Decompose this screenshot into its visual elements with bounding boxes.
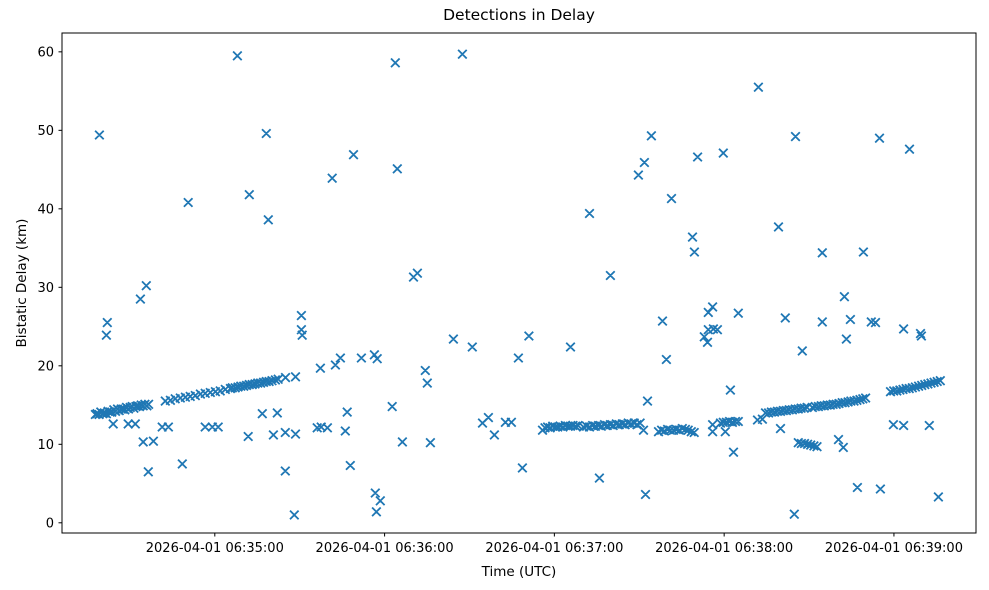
axes-spines	[61, 32, 977, 534]
y-tick-label: 50	[37, 124, 54, 139]
y-tick-label: 40	[37, 202, 54, 217]
y-tick-label: 60	[37, 45, 54, 60]
x-axis-label: Time (UTC)	[481, 564, 557, 580]
y-tick-label: 0	[46, 516, 54, 531]
x-tick-label: 2026-04-01 06:38:00	[655, 541, 793, 556]
scatter-points	[90, 49, 946, 520]
x-tick-label: 2026-04-01 06:35:00	[146, 541, 284, 556]
y-axis-label: Bistatic Delay (km)	[14, 218, 30, 348]
chart-title: Detections in Delay	[443, 6, 595, 24]
y-tick-label: 20	[37, 359, 54, 374]
y-tick-label: 10	[37, 438, 54, 453]
y-tick-label: 30	[37, 281, 54, 296]
x-tick-label: 2026-04-01 06:37:00	[485, 541, 623, 556]
x-tick-label: 2026-04-01 06:39:00	[825, 541, 963, 556]
x-tick-label: 2026-04-01 06:36:00	[316, 541, 454, 556]
